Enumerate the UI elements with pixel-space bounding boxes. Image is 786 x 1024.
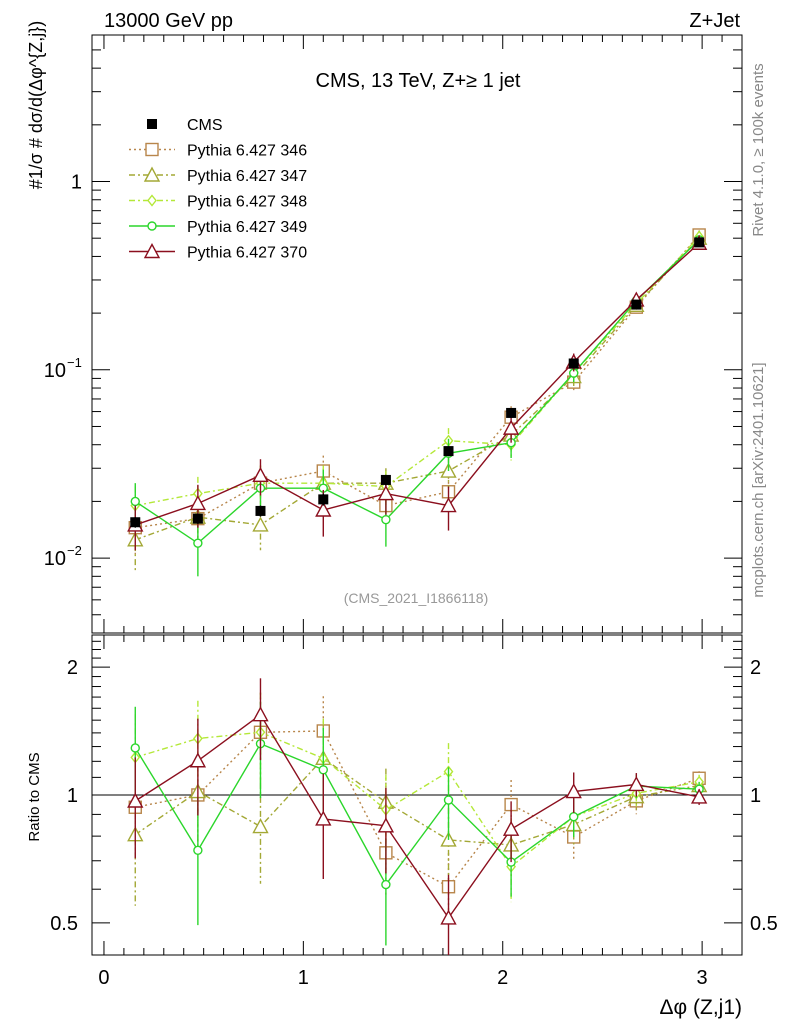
series-line bbox=[135, 237, 700, 541]
series-point bbox=[193, 538, 203, 548]
data-point bbox=[568, 358, 579, 369]
rivet-version-label: Rivet 4.1.0, ≥ 100k events bbox=[750, 63, 767, 236]
cms-data bbox=[130, 237, 705, 528]
series-line bbox=[134, 239, 700, 545]
y-axis-label-text: #1/σ # dσ/d(Δφ^{Z,j}) bbox=[26, 21, 46, 189]
series-point bbox=[381, 514, 391, 525]
y-tick-exponent: −1 bbox=[67, 355, 82, 370]
x-axis-label: Δφ (Z,j1) bbox=[660, 996, 742, 1019]
header-right-label: Z+Jet bbox=[689, 10, 740, 32]
series-3 bbox=[130, 230, 705, 903]
data-point bbox=[443, 446, 454, 457]
ratio-point bbox=[127, 792, 144, 808]
ratio-series-line bbox=[134, 713, 700, 920]
ratio-point bbox=[189, 752, 207, 768]
ratio-tick-label-right: 0.5 bbox=[750, 913, 778, 935]
legend-label-3: Pythia 6.427 348 bbox=[187, 194, 307, 211]
ratio-tick-label: 2 bbox=[67, 657, 78, 679]
series-line bbox=[135, 234, 700, 529]
series-point bbox=[440, 497, 457, 513]
ratio-series-line bbox=[135, 730, 700, 888]
legend: CMS Pythia 6.427 346 Pythia 6.427 347 Pythi… bbox=[129, 117, 307, 262]
legend-marker bbox=[143, 166, 161, 182]
legend-label-5: Pythia 6.427 370 bbox=[187, 245, 307, 262]
ratio-point bbox=[377, 817, 395, 833]
y-tick-label: 10 bbox=[44, 360, 66, 382]
y-tick-exponent: −2 bbox=[67, 543, 82, 558]
x-tick-label: 2 bbox=[497, 967, 508, 989]
ratio-point bbox=[628, 775, 645, 792]
legend-marker bbox=[147, 221, 157, 231]
series-line bbox=[135, 242, 700, 526]
ratio-series-line bbox=[134, 757, 700, 846]
legend-label-cms: CMS bbox=[187, 117, 223, 134]
ratio-point bbox=[440, 909, 457, 925]
ratio-tick-label: 1 bbox=[67, 785, 78, 807]
data-point bbox=[318, 494, 329, 505]
x-tick-label: 0 bbox=[98, 967, 109, 989]
legend-marker bbox=[145, 142, 159, 157]
analysis-watermark: (CMS_2021_I1866118) bbox=[344, 590, 489, 606]
ratio-tick-label-right: 2 bbox=[750, 657, 761, 679]
series-1 bbox=[128, 228, 706, 928]
data-point bbox=[130, 517, 141, 528]
data-point bbox=[694, 237, 705, 248]
y-axis-label: #1/σ # dσ/d(Δφ^{Z,j}) bbox=[26, 21, 46, 189]
x-tick-label: 1 bbox=[298, 967, 309, 989]
series-point bbox=[189, 494, 207, 511]
data-point bbox=[192, 513, 203, 524]
data-point bbox=[631, 299, 642, 310]
series-point bbox=[502, 419, 520, 435]
ratio-point bbox=[690, 788, 708, 804]
data-point bbox=[380, 474, 391, 485]
legend-label-1: Pythia 6.427 346 bbox=[187, 143, 307, 160]
ratio-tick-label: 0.5 bbox=[50, 913, 78, 935]
ratio-point bbox=[381, 879, 391, 890]
series-point bbox=[130, 496, 140, 507]
series-point bbox=[315, 501, 332, 517]
main-plot-frame bbox=[91, 34, 743, 634]
ratio-point bbox=[569, 811, 579, 822]
legend-marker-cms bbox=[147, 119, 157, 129]
series-point bbox=[252, 466, 269, 483]
series-2 bbox=[127, 229, 708, 906]
series-point bbox=[377, 485, 395, 501]
ratio-tick-label-right: 1 bbox=[750, 785, 761, 807]
legend-marker bbox=[143, 243, 161, 259]
ratio-point bbox=[193, 845, 203, 856]
ratio-point bbox=[130, 743, 140, 753]
ratio-series-line bbox=[134, 742, 700, 886]
ratio-point bbox=[502, 820, 520, 836]
data-point bbox=[506, 407, 517, 418]
series-curves bbox=[127, 228, 708, 955]
ratio-point bbox=[565, 783, 582, 799]
ratio-series-line bbox=[135, 731, 700, 868]
legend-label-2: Pythia 6.427 347 bbox=[187, 168, 307, 185]
header-left-label: 13000 GeV pp bbox=[104, 10, 233, 32]
legend-label-4: Pythia 6.427 349 bbox=[187, 219, 307, 236]
y-tick-label: 1 bbox=[71, 172, 82, 194]
x-tick-label: 3 bbox=[697, 967, 708, 989]
ratio-point bbox=[315, 810, 332, 826]
mcplots-source-label: mcplots.cern.ch [arXiv:2401.10621] bbox=[750, 362, 767, 597]
ratio-point bbox=[318, 765, 328, 775]
ratio-point bbox=[443, 795, 454, 805]
chart-title: CMS, 13 TeV, Z+≥ 1 jet bbox=[316, 70, 521, 92]
ratio-point bbox=[252, 706, 269, 722]
ratio-axis-label: Ratio to CMS bbox=[26, 752, 43, 841]
series-point bbox=[252, 516, 269, 532]
legend-marker bbox=[147, 194, 157, 207]
axis-ticks: 0 1 2 310 −210 −110.5 0.51 12 2 bbox=[44, 34, 778, 989]
y-tick-label: 10 bbox=[44, 548, 66, 570]
data-point bbox=[255, 505, 266, 516]
ratio-point bbox=[252, 818, 269, 834]
series-line bbox=[135, 236, 700, 507]
